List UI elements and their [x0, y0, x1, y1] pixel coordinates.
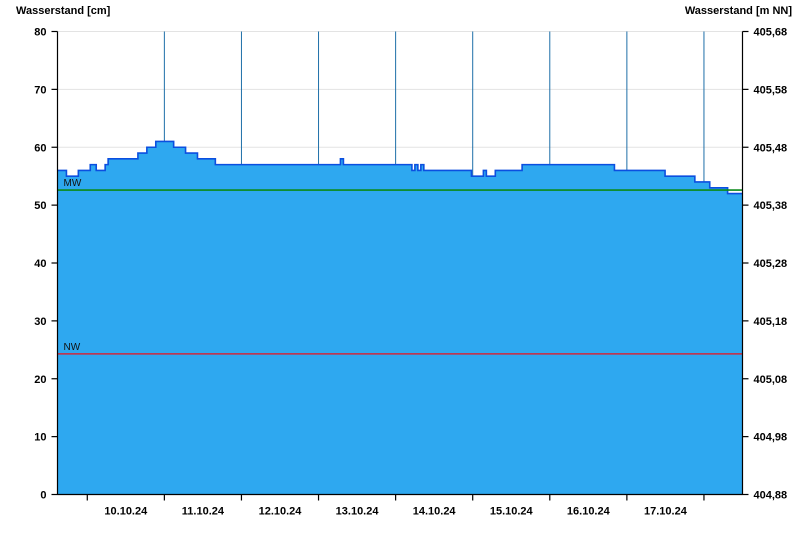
tick-label-left: 70: [34, 84, 46, 96]
left-axis-ticks: 0 10 20 30 40 50 60 70 80: [34, 27, 58, 502]
x-axis-ticks: 10.10.24 11.10.24 12.10.24 13.10.24 14.10.24…: [86, 494, 705, 518]
tick-label-x: 15.10.24: [490, 506, 534, 518]
tick-label-right: 405,68: [754, 27, 788, 39]
tick-label-right: 405,38: [754, 200, 788, 212]
tick-label-left: 60: [34, 142, 46, 154]
tick-label-left: 50: [34, 200, 46, 212]
water-level-line: [57, 140, 743, 195]
tick-label-right: 405,08: [754, 374, 788, 386]
tick-label-left: 20: [34, 374, 46, 386]
tick-label-left: 40: [34, 258, 46, 270]
tick-label-x: 12.10.24: [259, 506, 303, 518]
water-level-area-series: [57, 140, 743, 495]
tick-label-left: 0: [40, 490, 46, 502]
tick-label-x: 11.10.24: [182, 506, 225, 518]
right-axis-ticks: 404,88 404,98 405,08 405,18 405,28 405,38 405,…: [742, 27, 788, 502]
tick-label-right: 404,88: [754, 490, 788, 502]
tick-label-left: 10: [34, 432, 46, 444]
tick-label-x: 14.10.24: [413, 506, 457, 518]
tick-label-right: 405,48: [754, 142, 788, 154]
tick-label-left: 30: [34, 316, 46, 328]
right-axis-title: Wasserstand [m NN]: [684, 5, 792, 17]
water-level-fill: [57, 141, 743, 495]
tick-label-x: 10.10.24: [104, 506, 148, 518]
tick-label-right: 404,98: [754, 432, 788, 444]
tick-label-right: 405,18: [754, 316, 788, 328]
tick-label-right: 405,28: [754, 258, 788, 270]
tick-label-right: 405,58: [754, 84, 788, 96]
reference-label-niedrigwasser: NW: [64, 342, 81, 353]
tick-label-left: 80: [34, 27, 46, 39]
tick-label-x: 16.10.24: [567, 506, 611, 518]
reference-lines: MW NW: [57, 178, 743, 355]
tick-label-x: 17.10.24: [644, 506, 688, 518]
left-axis-title: Wasserstand [cm]: [16, 5, 111, 17]
reference-label-mittelwasser: MW: [64, 178, 82, 189]
tick-label-x: 13.10.24: [336, 506, 380, 518]
